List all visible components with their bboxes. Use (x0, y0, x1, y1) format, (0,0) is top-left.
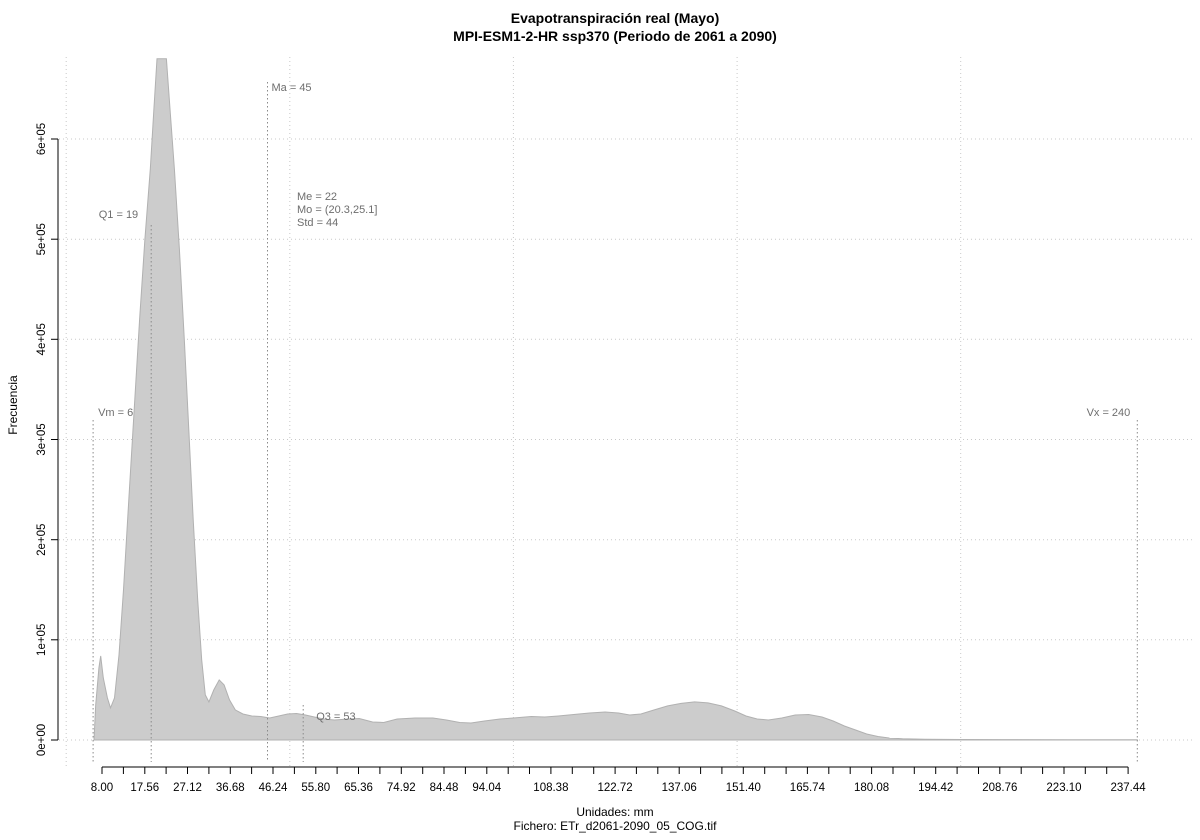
x-tick-label: 65.36 (344, 782, 373, 794)
x-tick-label: 84.48 (430, 782, 459, 794)
y-tick-label: 5e+05 (36, 223, 48, 255)
x-tick-label: 223.10 (1046, 782, 1081, 794)
y-tick-label: 2e+05 (36, 524, 48, 556)
x-tick-label: 137.06 (662, 782, 697, 794)
y-tick-label: 3e+05 (36, 423, 48, 455)
stat-marker-label: Ma = 45 (272, 82, 312, 94)
x-tick-label: 122.72 (598, 782, 633, 794)
x-tick-label: 165.74 (790, 782, 826, 794)
x-tick-label: 36.68 (216, 782, 245, 794)
stat-marker-label: Vm = 6 (98, 407, 133, 419)
stat-marker-label: Vx = 240 (1087, 407, 1131, 419)
x-tick-label: 27.12 (173, 782, 202, 794)
file-caption: Fichero: ETr_d2061-2090_05_COG.tif (513, 819, 717, 833)
stats-line: Me = 22 (297, 191, 337, 203)
x-tick-label: 180.08 (854, 782, 889, 794)
y-tick-label: 4e+05 (36, 323, 48, 355)
stats-line: Std = 44 (297, 217, 338, 229)
chart-title: Evapotranspiración real (Mayo) (510, 10, 720, 26)
x-tick-label: 194.42 (918, 782, 953, 794)
density-area (93, 58, 1138, 741)
stats-line: Mo = (20.3,25.1] (297, 204, 377, 216)
x-tick-label: 17.56 (130, 782, 159, 794)
x-tick-label: 208.76 (982, 782, 1017, 794)
y-tick-label: 0e+00 (36, 724, 48, 756)
x-tick-label: 108.38 (533, 782, 568, 794)
y-tick-label: 1e+05 (36, 624, 48, 656)
stat-marker-label: Q1 = 19 (99, 209, 138, 221)
x-tick-label: 94.04 (472, 782, 501, 794)
units-caption: Unidades: mm (576, 805, 654, 819)
x-tick-label: 55.80 (301, 782, 330, 794)
chart-header: Evapotranspiración real (Mayo) MPI-ESM1-… (30, 0, 1200, 45)
stat-marker-label: Q3 = 53 (316, 711, 355, 723)
x-tick-label: 74.92 (387, 782, 416, 794)
x-tick-label: 151.40 (726, 782, 761, 794)
x-tick-label: 46.24 (259, 782, 288, 794)
x-tick-label: 8.00 (91, 782, 113, 794)
chart-subtitle: MPI-ESM1-2-HR ssp370 (Periodo de 2061 a … (453, 28, 777, 44)
x-tick-label: 237.44 (1111, 782, 1147, 794)
y-tick-label: 6e+05 (36, 123, 48, 155)
